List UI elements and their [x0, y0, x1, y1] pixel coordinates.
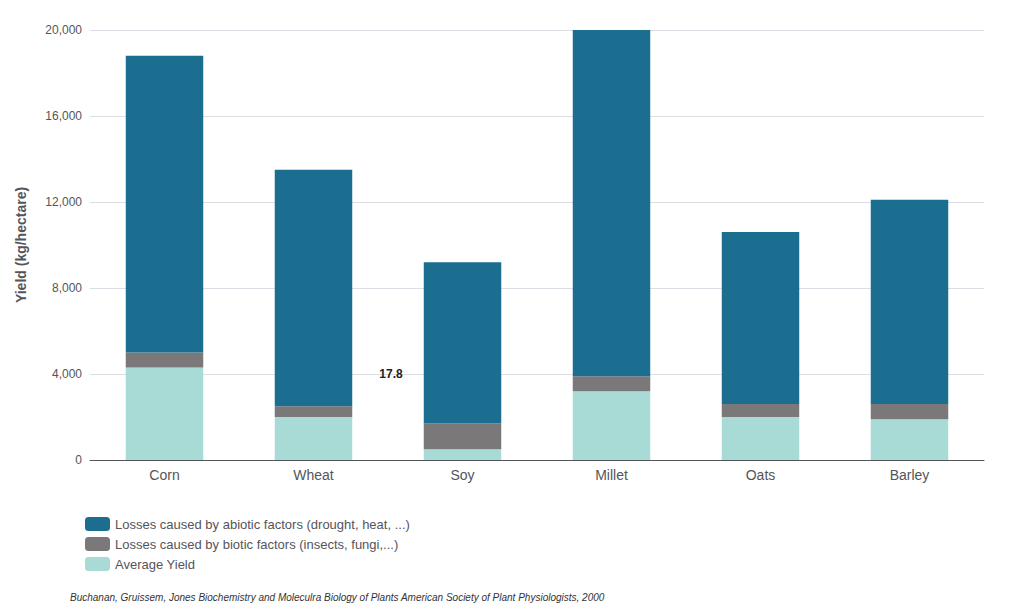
svg-text:Buchanan, Gruissem, Jones Bioc: Buchanan, Gruissem, Jones Biochemistry a… — [70, 592, 605, 603]
svg-text:Losses caused by biotic factor: Losses caused by biotic factors (insects… — [115, 537, 398, 552]
svg-text:16,000: 16,000 — [45, 109, 82, 123]
svg-text:Losses caused by abiotic facto: Losses caused by abiotic factors (drough… — [115, 517, 410, 532]
svg-text:Average Yield: Average Yield — [115, 557, 195, 572]
svg-text:20,000: 20,000 — [45, 23, 82, 37]
svg-text:0: 0 — [75, 453, 82, 467]
svg-text:Oats: Oats — [746, 467, 776, 483]
svg-text:Barley: Barley — [890, 467, 930, 483]
svg-text:Wheat: Wheat — [293, 467, 334, 483]
svg-text:Soy: Soy — [450, 467, 474, 483]
svg-text:12,000: 12,000 — [45, 195, 82, 209]
svg-text:Yield (kg/hectare): Yield (kg/hectare) — [13, 187, 29, 303]
svg-text:4,000: 4,000 — [52, 367, 82, 381]
svg-text:Corn: Corn — [149, 467, 179, 483]
svg-text:17.8: 17.8 — [379, 367, 403, 381]
svg-text:Millet: Millet — [595, 467, 628, 483]
svg-text:8,000: 8,000 — [52, 281, 82, 295]
